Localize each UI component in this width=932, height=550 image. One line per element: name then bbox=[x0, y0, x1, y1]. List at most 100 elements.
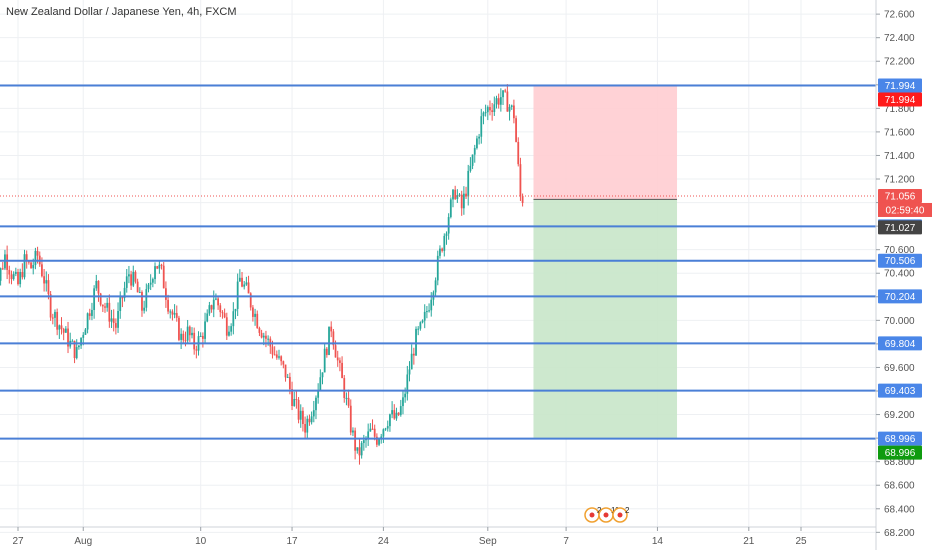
candle-up bbox=[75, 347, 78, 359]
candle-up bbox=[328, 326, 330, 355]
candle-down bbox=[491, 110, 494, 112]
candle-down bbox=[282, 361, 285, 365]
candle-up bbox=[215, 298, 217, 300]
price-tag bbox=[878, 92, 922, 107]
time-axis[interactable]: 27 Aug 10 17 24 Sep 7 14 21 25 bbox=[12, 527, 807, 547]
candle-up bbox=[54, 311, 56, 318]
candle-down bbox=[130, 274, 132, 286]
candle-down bbox=[27, 261, 30, 263]
price-tag-label: 68.996 bbox=[885, 448, 916, 459]
level-price-tag bbox=[878, 253, 922, 268]
candle-up bbox=[212, 299, 215, 310]
candle-down bbox=[8, 269, 11, 275]
candle-down bbox=[97, 280, 100, 294]
candle-down bbox=[156, 266, 159, 269]
event-marker-dot bbox=[617, 512, 623, 518]
candle-down bbox=[465, 193, 467, 197]
countdown-label: 02:59:40 bbox=[886, 205, 925, 216]
candle-down bbox=[1, 268, 4, 270]
candle-up bbox=[378, 439, 380, 445]
candle-down bbox=[62, 329, 65, 333]
time-tick-label: 27 bbox=[12, 536, 24, 547]
candle-up bbox=[86, 313, 89, 330]
candle-up bbox=[286, 376, 289, 378]
candle-down bbox=[265, 335, 267, 339]
candle-down bbox=[51, 317, 54, 319]
candle-up bbox=[478, 136, 480, 139]
candle-up bbox=[486, 107, 489, 113]
candle-up bbox=[78, 345, 80, 348]
candle-up bbox=[352, 430, 354, 433]
event-markers[interactable]: 2112 bbox=[584, 506, 630, 523]
candle-up bbox=[138, 292, 141, 294]
candle-up bbox=[384, 428, 387, 430]
candle-down bbox=[517, 141, 520, 165]
candle-down bbox=[10, 274, 13, 280]
candle-up bbox=[319, 377, 322, 391]
candle-down bbox=[167, 299, 169, 312]
candle-up bbox=[199, 335, 202, 337]
candle-up bbox=[34, 250, 37, 266]
candle-up bbox=[234, 308, 237, 312]
candle-up bbox=[173, 313, 176, 315]
candle-up bbox=[191, 332, 193, 336]
level-price-tag bbox=[878, 383, 922, 398]
candle-down bbox=[336, 357, 339, 361]
candle-up bbox=[389, 414, 391, 427]
candle-up bbox=[445, 233, 448, 236]
candle-down bbox=[275, 354, 278, 358]
candle-down bbox=[330, 326, 333, 332]
candle-up bbox=[391, 410, 393, 415]
candle-down bbox=[393, 410, 396, 419]
candle-down bbox=[412, 353, 415, 356]
candle-down bbox=[21, 272, 24, 278]
candle-up bbox=[208, 305, 211, 314]
candle-up bbox=[493, 104, 496, 112]
candle-up bbox=[508, 106, 511, 112]
candle-down bbox=[441, 248, 444, 251]
candle-up bbox=[415, 328, 417, 356]
candle-up bbox=[482, 112, 485, 117]
candle-up bbox=[0, 268, 2, 281]
level-price-tag-label: 69.403 bbox=[885, 386, 916, 397]
candle-down bbox=[210, 305, 213, 310]
candle-down bbox=[184, 340, 187, 342]
candle-down bbox=[354, 430, 357, 451]
price-tag bbox=[878, 220, 922, 235]
candle-down bbox=[341, 362, 343, 379]
candle-up bbox=[510, 105, 513, 107]
candle-up bbox=[158, 264, 161, 269]
chart-title: New Zealand Dollar / Japanese Yen, 4h, F… bbox=[6, 6, 237, 18]
candle-up bbox=[58, 325, 61, 330]
level-price-tag bbox=[878, 289, 922, 304]
candle-up bbox=[452, 189, 454, 200]
candle-down bbox=[49, 294, 52, 318]
horizontal-levels[interactable] bbox=[0, 84, 876, 440]
price-tags: 71.99470.79870.50670.20469.80469.40368.9… bbox=[878, 78, 932, 460]
candle-up bbox=[408, 369, 411, 375]
candle-down bbox=[175, 313, 178, 318]
candle-up bbox=[180, 333, 183, 340]
candle-up bbox=[128, 274, 130, 277]
candle-down bbox=[273, 354, 276, 356]
candle-up bbox=[278, 356, 280, 358]
candle-down bbox=[302, 410, 304, 425]
candle-up bbox=[293, 398, 296, 407]
price-tick-label: 68.800 bbox=[884, 457, 915, 468]
candle-down bbox=[134, 271, 137, 282]
candle-up bbox=[117, 311, 119, 328]
candle-down bbox=[489, 107, 491, 111]
candle-down bbox=[271, 346, 274, 355]
candle-down bbox=[284, 364, 287, 378]
candle-up bbox=[147, 284, 150, 290]
candle-down bbox=[47, 280, 50, 295]
candle-up bbox=[230, 326, 233, 332]
candles bbox=[0, 84, 524, 465]
candle-up bbox=[395, 412, 398, 419]
candle-up bbox=[145, 289, 148, 308]
time-tick-label: 17 bbox=[286, 536, 298, 547]
price-tick-label: 71.400 bbox=[884, 151, 915, 162]
candle-down bbox=[339, 360, 341, 363]
price-tick-label: 71.600 bbox=[884, 127, 915, 138]
